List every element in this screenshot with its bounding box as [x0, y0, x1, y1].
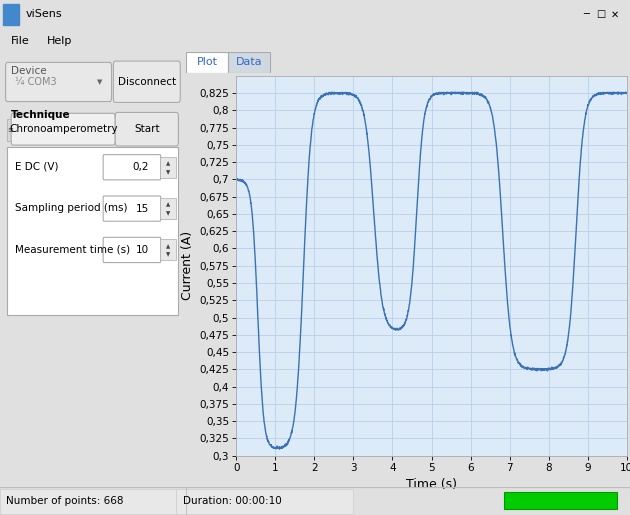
- FancyBboxPatch shape: [6, 62, 112, 101]
- FancyBboxPatch shape: [103, 154, 161, 180]
- Text: File: File: [11, 36, 30, 46]
- Text: 0,2: 0,2: [132, 162, 149, 172]
- Text: ¼ COM3: ¼ COM3: [15, 77, 57, 87]
- Text: Technique: Technique: [11, 110, 71, 119]
- Bar: [186, 52, 228, 73]
- Text: Sampling period (ms): Sampling period (ms): [15, 203, 127, 213]
- Text: viSens: viSens: [25, 9, 62, 20]
- Text: ▲: ▲: [166, 244, 169, 249]
- Bar: [8, 147, 178, 315]
- FancyBboxPatch shape: [11, 113, 115, 145]
- Text: ≡: ≡: [8, 127, 13, 133]
- Text: Number of points: 668: Number of points: 668: [6, 496, 124, 506]
- Text: Device: Device: [11, 66, 47, 76]
- FancyBboxPatch shape: [113, 61, 180, 102]
- Text: ✕: ✕: [611, 9, 619, 20]
- Bar: [160, 157, 176, 178]
- Text: E DC (V): E DC (V): [15, 162, 59, 172]
- Bar: [160, 198, 176, 219]
- Text: ▼: ▼: [166, 253, 169, 258]
- Text: 10: 10: [135, 245, 149, 255]
- Text: Disconnect: Disconnect: [118, 77, 176, 87]
- Text: Chronoamperometry: Chronoamperometry: [9, 124, 118, 134]
- Text: 15: 15: [135, 203, 149, 214]
- FancyBboxPatch shape: [103, 196, 161, 221]
- Bar: [176, 489, 353, 513]
- Text: Duration: 00:00:10: Duration: 00:00:10: [183, 496, 282, 506]
- Bar: [8, 119, 12, 141]
- Bar: [504, 492, 617, 509]
- Text: ▲: ▲: [166, 161, 169, 166]
- FancyBboxPatch shape: [115, 112, 178, 146]
- Text: □: □: [596, 9, 605, 20]
- Bar: [228, 52, 270, 73]
- Text: ▼: ▼: [166, 170, 169, 175]
- Bar: [0, 489, 176, 513]
- X-axis label: Time (s): Time (s): [406, 478, 457, 491]
- Bar: [3, 5, 19, 25]
- Y-axis label: Current (A): Current (A): [181, 231, 194, 300]
- Text: Measurement time (s): Measurement time (s): [15, 245, 130, 254]
- Text: Plot: Plot: [197, 57, 217, 67]
- FancyBboxPatch shape: [103, 237, 161, 263]
- Text: ▼: ▼: [96, 79, 102, 85]
- Text: Data: Data: [236, 57, 263, 67]
- Bar: [160, 239, 176, 261]
- Text: ▼: ▼: [166, 211, 169, 216]
- Text: ─: ─: [583, 9, 589, 20]
- Text: Help: Help: [47, 36, 72, 46]
- Text: ▲: ▲: [166, 202, 169, 208]
- Text: Start: Start: [134, 124, 159, 134]
